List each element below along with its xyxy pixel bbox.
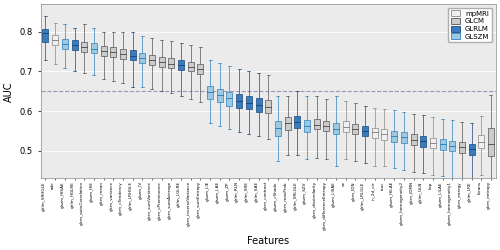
Bar xyxy=(382,129,388,140)
Bar xyxy=(333,123,339,134)
Bar xyxy=(314,120,320,129)
Bar xyxy=(459,142,465,153)
Bar xyxy=(324,120,330,131)
Bar xyxy=(391,131,397,141)
Bar xyxy=(217,89,223,102)
Bar xyxy=(294,116,300,128)
Bar xyxy=(178,60,184,70)
Bar xyxy=(352,124,358,134)
Bar xyxy=(246,96,252,110)
Bar xyxy=(440,139,446,150)
Bar xyxy=(100,46,106,56)
Bar xyxy=(430,138,436,148)
Bar xyxy=(188,62,194,72)
Bar xyxy=(372,128,378,138)
X-axis label: Features: Features xyxy=(247,236,290,246)
Bar xyxy=(207,86,213,99)
Bar xyxy=(401,132,407,143)
Bar xyxy=(478,135,484,148)
Bar xyxy=(342,121,348,132)
Y-axis label: AUC: AUC xyxy=(4,81,14,102)
Bar xyxy=(468,144,474,154)
Bar xyxy=(158,57,164,67)
Bar xyxy=(226,92,232,106)
Bar xyxy=(62,39,68,48)
Bar xyxy=(52,35,58,44)
Bar xyxy=(265,100,271,114)
Bar xyxy=(120,49,126,59)
Bar xyxy=(81,42,87,52)
Bar xyxy=(236,94,242,108)
Bar xyxy=(168,58,174,68)
Bar xyxy=(110,47,116,57)
Bar xyxy=(72,40,78,50)
Bar xyxy=(420,136,426,147)
Bar xyxy=(304,120,310,132)
Bar xyxy=(256,98,262,112)
Bar xyxy=(362,126,368,136)
Bar xyxy=(149,55,155,65)
Legend: mpMRI, GLCM, GLRLM, GLSZM: mpMRI, GLCM, GLRLM, GLSZM xyxy=(448,8,492,42)
Bar xyxy=(42,29,48,42)
Bar xyxy=(91,43,97,53)
Bar xyxy=(140,53,145,63)
Bar xyxy=(410,134,416,145)
Bar xyxy=(488,128,494,156)
Bar xyxy=(284,116,290,130)
Bar xyxy=(198,64,203,74)
Bar xyxy=(130,50,136,60)
Bar xyxy=(275,120,281,136)
Bar xyxy=(449,141,456,152)
